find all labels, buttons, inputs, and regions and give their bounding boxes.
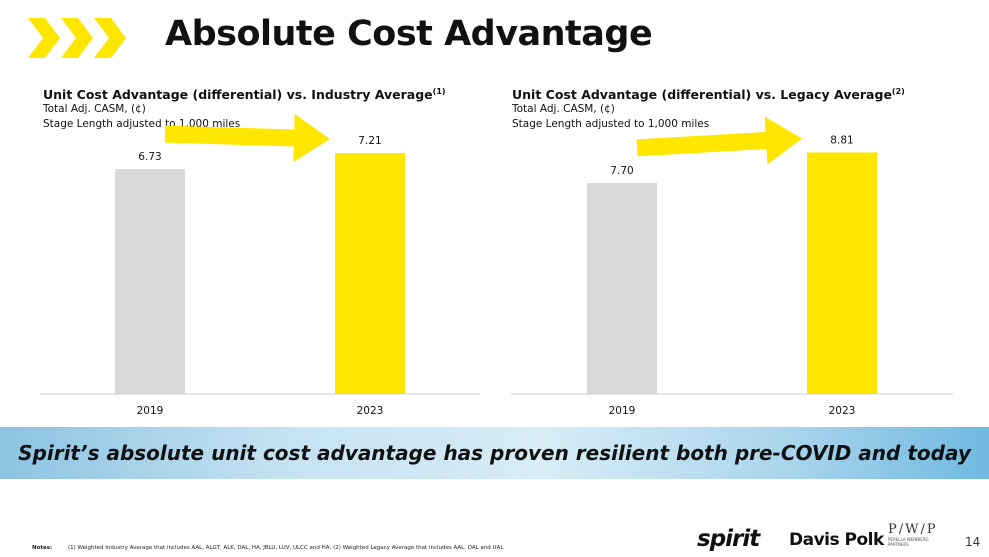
chart-1-bar-2019 bbox=[115, 169, 185, 394]
chart-1-title: Unit Cost Advantage (differential) vs. I… bbox=[43, 87, 446, 103]
chart-2-bar-2023 bbox=[807, 152, 877, 394]
chart-1-header: Unit Cost Advantage (differential) vs. I… bbox=[43, 87, 446, 132]
davis-polk-logo: Davis Polk bbox=[789, 530, 884, 550]
spirit-logo: spirit bbox=[697, 526, 760, 552]
chart-2-category-label-2019: 2019 bbox=[609, 405, 636, 417]
chart-1: 6.73 2019 7.21 2023 bbox=[40, 114, 480, 417]
chart-1-category-label-2023: 2023 bbox=[357, 405, 384, 417]
chart-1-value-label-2019: 6.73 bbox=[138, 151, 161, 163]
chart-2-value-label-2023: 8.81 bbox=[830, 134, 853, 146]
chart-1-category-label-2019: 2019 bbox=[137, 405, 164, 417]
chart-2-category-label-2023: 2023 bbox=[829, 405, 856, 417]
pwp-logo: P/W/P PERELLA WEINBERG PARTNERS bbox=[888, 522, 938, 547]
chart-2-title: Unit Cost Advantage (differential) vs. L… bbox=[512, 87, 905, 103]
chart-2-subtitle-2: Stage Length adjusted to 1,000 miles bbox=[512, 118, 710, 131]
chart-2-subtitle-1: Total Adj. CASM, (¢) bbox=[512, 103, 615, 116]
chart-2-header: Unit Cost Advantage (differential) vs. L… bbox=[512, 87, 905, 132]
chart-2-trend-arrow-icon bbox=[636, 116, 802, 165]
notes-text: (1) Weighted Industry Average that inclu… bbox=[67, 545, 504, 551]
key-message-banner: Spirit’s absolute unit cost advantage ha… bbox=[0, 427, 989, 479]
notes-label: Notes: bbox=[32, 545, 53, 551]
chart-1-value-label-2023: 7.21 bbox=[358, 135, 381, 147]
chart-1-bar-2023 bbox=[335, 153, 405, 394]
chart-2-value-label-2019: 7.70 bbox=[610, 165, 633, 177]
chevrons-icon bbox=[28, 18, 126, 58]
chart-1-trend-arrow-icon bbox=[164, 114, 330, 162]
banner-text: Spirit’s absolute unit cost advantage ha… bbox=[18, 441, 971, 465]
chart-1-subtitle-1: Total Adj. CASM, (¢) bbox=[43, 103, 146, 116]
chart-2-bar-2019 bbox=[587, 182, 657, 394]
chart-2: 7.70 2019 8.81 2023 bbox=[511, 116, 953, 417]
page-number: 14 bbox=[965, 535, 981, 549]
footnotes: Notes: (1) Weighted Industry Average tha… bbox=[32, 545, 503, 551]
page-title: Absolute Cost Advantage bbox=[165, 14, 653, 54]
